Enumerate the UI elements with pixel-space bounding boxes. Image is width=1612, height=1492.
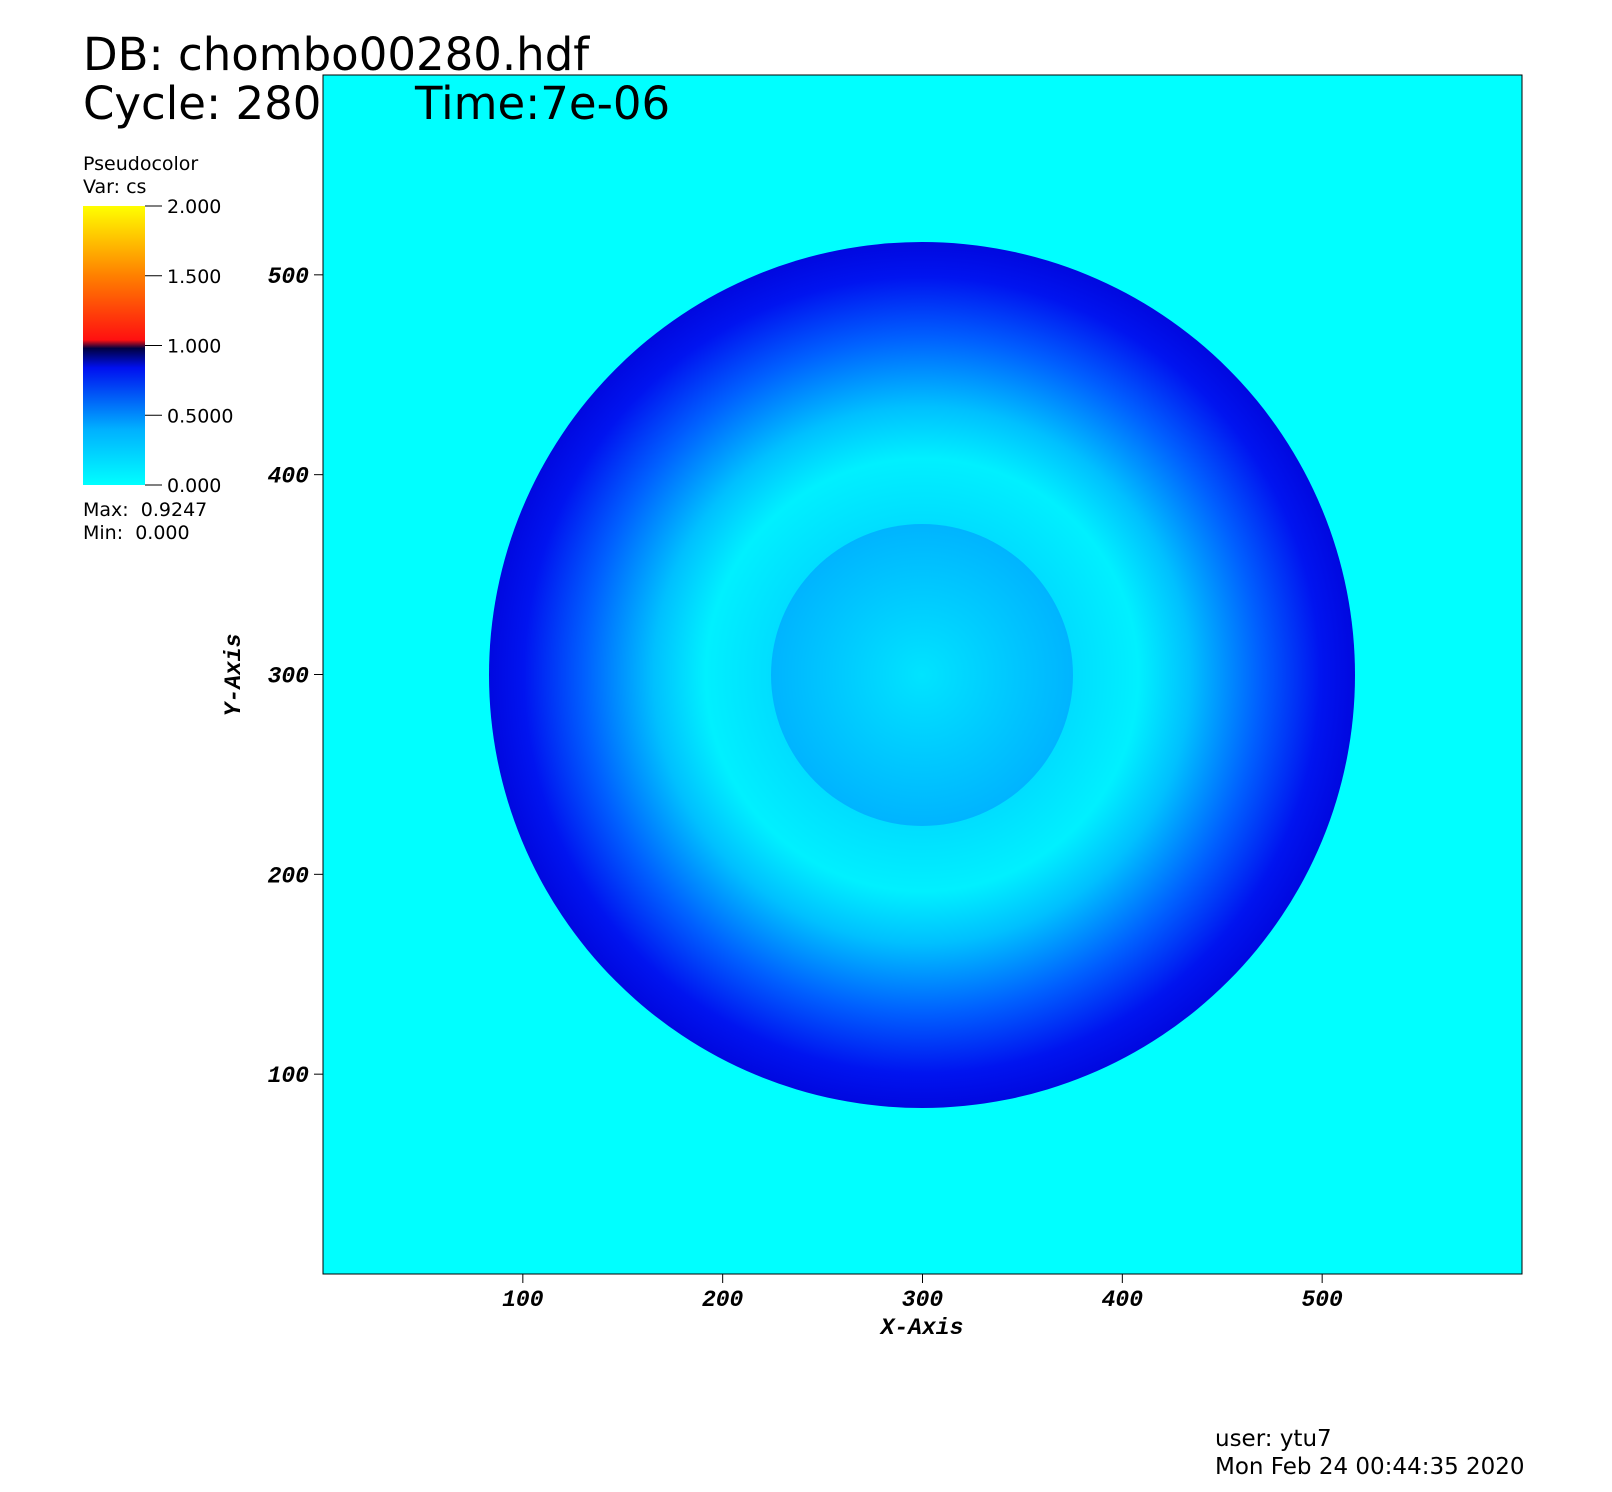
y-tick-label: 500 xyxy=(268,264,310,290)
legend-var: Var: cs xyxy=(83,176,146,198)
colorbar-tick-label: 1.000 xyxy=(167,336,221,358)
colorbar-tick-label: 0.5000 xyxy=(167,405,233,427)
x-tick-label: 300 xyxy=(902,1287,944,1313)
legend-min: Min: 0.000 xyxy=(83,522,190,544)
user-text: user: ytu7 xyxy=(1215,1426,1332,1452)
y-axis-title: Y-Axis xyxy=(221,634,247,717)
x-axis-title: X-Axis xyxy=(879,1315,964,1341)
time-text: Time:7e-06 xyxy=(414,77,670,130)
cycle-text: Cycle: 280 xyxy=(83,77,321,130)
core-region xyxy=(771,524,1073,826)
legend-title: Pseudocolor xyxy=(83,153,198,175)
colorbar-tick-label: 2.000 xyxy=(167,196,221,218)
x-tick-label: 400 xyxy=(1102,1287,1144,1313)
y-tick-label: 400 xyxy=(268,464,310,490)
x-tick-label: 100 xyxy=(502,1287,544,1313)
date-text: Mon Feb 24 00:44:35 2020 xyxy=(1215,1454,1525,1480)
colorbar-tick-label: 1.500 xyxy=(167,266,221,288)
x-tick-label: 200 xyxy=(702,1287,744,1313)
y-tick-label: 200 xyxy=(268,863,310,889)
y-tick-label: 100 xyxy=(268,1063,310,1089)
colorbar-tick-label: 0.000 xyxy=(167,475,221,497)
db-title: DB: chombo00280.hdf xyxy=(83,28,590,81)
colorbar xyxy=(83,206,145,485)
x-tick-label: 500 xyxy=(1301,1287,1343,1313)
legend-max: Max: 0.9247 xyxy=(83,499,207,521)
y-tick-label: 300 xyxy=(268,664,310,690)
